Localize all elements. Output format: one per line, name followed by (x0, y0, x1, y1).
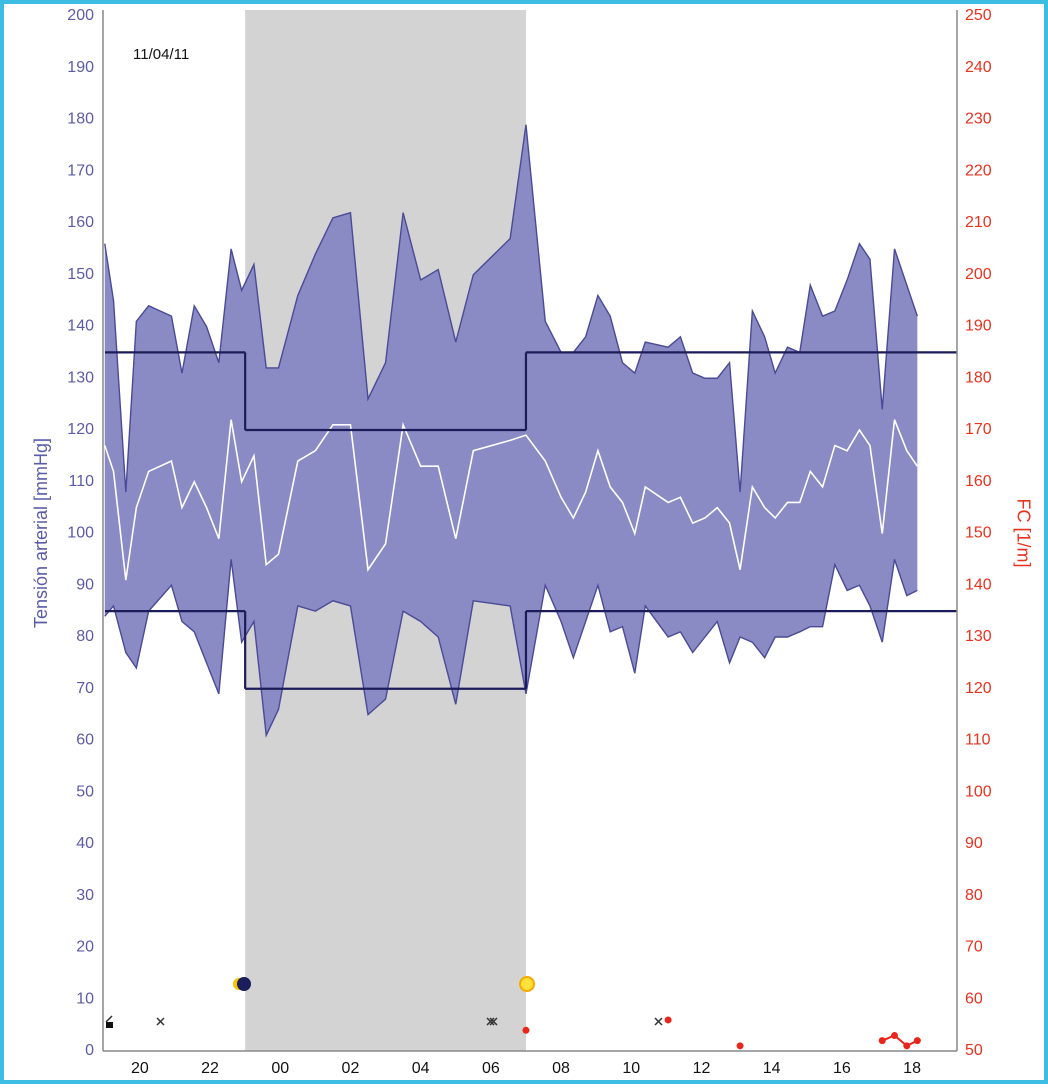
x-tick-label: 16 (833, 1060, 851, 1077)
x-tick-label: 02 (342, 1060, 360, 1077)
y2-axis-title: FC [1/m] (1013, 498, 1033, 567)
y2-tick-label: 170 (965, 421, 992, 438)
y-tick-label: 110 (68, 473, 94, 490)
y-tick-label: 200 (67, 7, 94, 24)
x-tick-label: 04 (412, 1060, 430, 1077)
x-tick-label: 08 (552, 1060, 570, 1077)
y-tick-label: 60 (76, 732, 94, 749)
y2-tick-label: 190 (965, 318, 992, 335)
y-tick-label: 30 (76, 887, 94, 904)
y-tick-label: 80 (76, 628, 94, 645)
y2-tick-label: 70 (965, 939, 983, 956)
y-tick-label: 90 (76, 576, 94, 593)
x-tick-label: 00 (271, 1060, 289, 1077)
y-tick-label: 40 (76, 835, 94, 852)
heart-rate-point (522, 1026, 530, 1034)
y-tick-label: 100 (67, 525, 94, 542)
diastolic-line (104, 559, 918, 738)
x-tick-label: 12 (693, 1060, 711, 1077)
y2-tick-label: 120 (965, 680, 992, 697)
y2-tick-label: 60 (965, 990, 983, 1007)
event-marker-box (106, 1022, 113, 1028)
y-tick-label: 70 (76, 680, 94, 697)
y2-tick-label: 150 (965, 525, 992, 542)
y-tick-label: 10 (76, 990, 94, 1007)
y-tick-label: 120 (67, 421, 94, 438)
y2-tick-label: 180 (965, 369, 992, 386)
heart-rate-point (736, 1042, 744, 1050)
y-tick-label: 180 (67, 111, 94, 128)
y2-tick-label: 160 (965, 473, 992, 490)
heart-rate-point (878, 1037, 886, 1045)
x-tick-label: 14 (763, 1060, 781, 1077)
y2-tick-label: 110 (965, 732, 991, 749)
y-tick-label: 50 (76, 783, 94, 800)
y-tick-label: 190 (67, 59, 94, 76)
x-tick-label: 10 (622, 1060, 640, 1077)
y-tick-label: 150 (67, 266, 94, 283)
y-tick-label: 0 (85, 1042, 94, 1059)
y-tick-label: 160 (67, 214, 94, 231)
y2-tick-label: 90 (965, 835, 983, 852)
y-tick-label: 140 (67, 318, 94, 335)
moon-icon (233, 977, 251, 991)
date-label: 11/04/11 (133, 46, 189, 63)
y-tick-label: 20 (76, 939, 94, 956)
y2-tick-label: 80 (965, 887, 983, 904)
heart-rate-point (891, 1031, 899, 1039)
event-markers (105, 1015, 663, 1026)
y2-tick-label: 200 (965, 266, 992, 283)
y2-tick-label: 220 (965, 162, 992, 179)
y2-tick-label: 250 (965, 7, 992, 24)
heart-rate-point (913, 1037, 921, 1045)
x-tick-label: 18 (903, 1060, 921, 1077)
y-axis-title: Tensión arterial [mmHg] (31, 438, 51, 628)
heart-rate-point (664, 1016, 672, 1024)
y2-tick-label: 240 (965, 59, 992, 76)
y2-tick-label: 210 (965, 214, 992, 231)
y2-tick-label: 50 (965, 1042, 983, 1059)
mean-line (103, 419, 918, 581)
y-tick-label: 170 (67, 162, 94, 179)
y-tick-label: 130 (67, 369, 94, 386)
heart-rate-point (903, 1042, 911, 1050)
x-tick-label: 22 (201, 1060, 219, 1077)
y2-tick-label: 130 (965, 628, 992, 645)
x-tick-label: 06 (482, 1060, 500, 1077)
x-tick-label: 20 (131, 1060, 149, 1077)
y2-tick-label: 230 (965, 111, 992, 128)
y2-tick-label: 140 (965, 576, 992, 593)
y2-tick-label: 100 (965, 783, 992, 800)
sun-icon (519, 976, 535, 992)
